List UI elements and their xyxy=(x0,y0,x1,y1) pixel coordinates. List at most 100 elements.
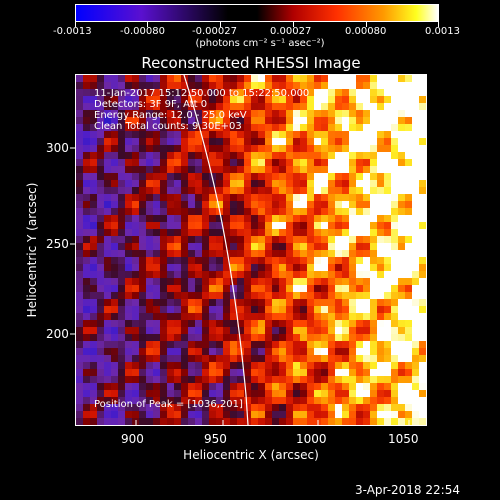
image-pixel xyxy=(83,257,90,264)
image-pixel xyxy=(356,166,363,173)
image-pixel xyxy=(146,292,153,299)
image-pixel xyxy=(76,243,83,250)
image-pixel xyxy=(97,390,104,397)
image-pixel xyxy=(216,138,223,145)
image-pixel xyxy=(139,152,146,159)
image-pixel xyxy=(265,159,272,166)
image-pixel xyxy=(363,264,370,271)
image-pixel xyxy=(132,327,139,334)
image-pixel xyxy=(209,355,216,362)
image-pixel xyxy=(125,138,132,145)
image-pixel xyxy=(279,292,286,299)
image-pixel xyxy=(90,355,97,362)
image-pixel xyxy=(391,404,398,411)
image-pixel xyxy=(97,75,104,82)
image-pixel xyxy=(83,411,90,418)
image-pixel xyxy=(153,278,160,285)
image-pixel xyxy=(111,194,118,201)
image-pixel xyxy=(195,159,202,166)
image-pixel xyxy=(244,313,251,320)
image-pixel xyxy=(349,124,356,131)
image-pixel xyxy=(83,355,90,362)
image-pixel xyxy=(132,264,139,271)
image-pixel xyxy=(272,362,279,369)
image-pixel xyxy=(363,320,370,327)
image-pixel xyxy=(349,145,356,152)
image-pixel xyxy=(356,271,363,278)
image-pixel xyxy=(153,236,160,243)
image-pixel xyxy=(258,285,265,292)
image-pixel xyxy=(356,320,363,327)
image-pixel xyxy=(419,418,426,425)
image-pixel xyxy=(419,327,426,334)
image-pixel xyxy=(321,397,328,404)
image-pixel xyxy=(356,194,363,201)
image-pixel xyxy=(97,411,104,418)
image-pixel xyxy=(405,103,412,110)
image-pixel xyxy=(307,215,314,222)
image-pixel xyxy=(132,96,139,103)
image-pixel xyxy=(335,418,342,425)
image-pixel xyxy=(125,362,132,369)
image-pixel xyxy=(356,369,363,376)
image-pixel xyxy=(384,145,391,152)
image-pixel xyxy=(139,390,146,397)
image-pixel xyxy=(286,299,293,306)
image-pixel xyxy=(251,390,258,397)
image-pixel xyxy=(384,376,391,383)
image-pixel xyxy=(139,145,146,152)
image-pixel xyxy=(244,334,251,341)
image-pixel xyxy=(90,138,97,145)
image-pixel xyxy=(293,264,300,271)
image-pixel xyxy=(251,229,258,236)
image-pixel xyxy=(377,313,384,320)
image-pixel xyxy=(209,124,216,131)
image-pixel xyxy=(412,103,419,110)
image-pixel xyxy=(104,89,111,96)
image-pixel xyxy=(363,306,370,313)
image-pixel xyxy=(370,334,377,341)
image-pixel xyxy=(188,383,195,390)
image-pixel xyxy=(286,138,293,145)
image-pixel xyxy=(230,194,237,201)
image-pixel xyxy=(174,257,181,264)
image-pixel xyxy=(412,243,419,250)
image-pixel xyxy=(349,75,356,82)
image-pixel xyxy=(419,257,426,264)
image-pixel xyxy=(342,75,349,82)
image-pixel xyxy=(300,404,307,411)
image-pixel xyxy=(202,348,209,355)
image-pixel xyxy=(349,278,356,285)
image-pixel xyxy=(237,285,244,292)
image-pixel xyxy=(335,369,342,376)
image-pixel xyxy=(293,299,300,306)
image-pixel xyxy=(419,292,426,299)
image-pixel xyxy=(300,124,307,131)
image-pixel xyxy=(244,404,251,411)
reconstructed-image xyxy=(76,75,426,425)
image-plot-area: 11-Jan-2017 15:12:50.000 to 15:22:50.000… xyxy=(75,74,427,426)
image-pixel xyxy=(405,243,412,250)
image-pixel xyxy=(335,124,342,131)
image-pixel xyxy=(97,124,104,131)
image-pixel xyxy=(265,96,272,103)
image-pixel xyxy=(412,341,419,348)
image-pixel xyxy=(321,383,328,390)
image-pixel xyxy=(251,292,258,299)
image-pixel xyxy=(251,75,258,82)
image-pixel xyxy=(258,82,265,89)
image-pixel xyxy=(342,306,349,313)
image-pixel xyxy=(174,173,181,180)
image-pixel xyxy=(300,110,307,117)
image-pixel xyxy=(342,159,349,166)
image-pixel xyxy=(216,236,223,243)
image-pixel xyxy=(181,397,188,404)
image-pixel xyxy=(251,397,258,404)
image-pixel xyxy=(104,180,111,187)
image-pixel xyxy=(237,173,244,180)
image-pixel xyxy=(370,278,377,285)
image-pixel xyxy=(209,82,216,89)
image-pixel xyxy=(335,89,342,96)
image-pixel xyxy=(153,208,160,215)
image-pixel xyxy=(216,355,223,362)
